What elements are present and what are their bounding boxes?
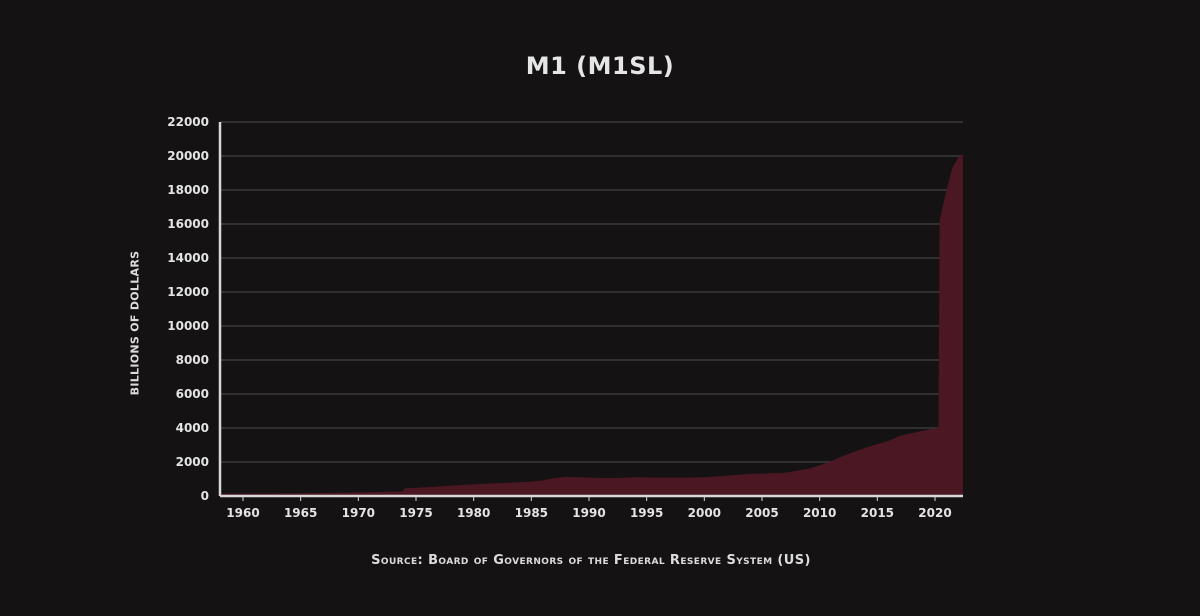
x-axis-ticks: 1960 1965 1970 1975 1980 1985 1990 1995 2000 2005… (226, 496, 952, 520)
chart-title: M1 (M1SL) (525, 52, 675, 80)
x-tick-label: 1960 (226, 506, 259, 520)
y-tick-label: 20000 (167, 149, 209, 163)
m1-area-series (220, 154, 963, 497)
x-tick-label: 2010 (803, 506, 836, 520)
x-tick-label: 1985 (515, 506, 548, 520)
x-tick-label: 2000 (688, 506, 721, 520)
y-tick-label: 6000 (176, 387, 209, 401)
y-tick-label: 0 (201, 489, 209, 503)
y-tick-label: 18000 (167, 183, 209, 197)
y-tick-label: 2000 (176, 455, 209, 469)
y-tick-label: 22000 (167, 115, 209, 129)
source-caption: Source: Board of Governors of the Federa… (371, 553, 811, 568)
x-tick-label: 1975 (399, 506, 432, 520)
y-tick-label: 8000 (176, 353, 209, 367)
x-tick-label: 1980 (457, 506, 490, 520)
y-tick-label: 16000 (167, 217, 209, 231)
x-tick-label: 2015 (861, 506, 894, 520)
x-tick-label: 2020 (918, 506, 951, 520)
y-tick-label: 12000 (167, 285, 209, 299)
x-tick-label: 1965 (284, 506, 317, 520)
x-tick-label: 1970 (342, 506, 375, 520)
y-tick-label: 14000 (167, 251, 209, 265)
x-tick-label: 1990 (572, 506, 605, 520)
gridlines (220, 121, 963, 463)
y-tick-label: 4000 (176, 421, 209, 435)
y-axis-ticks: 0 2000 4000 6000 8000 10000 12000 14000 16000 180… (167, 115, 209, 503)
x-tick-label: 2005 (745, 506, 778, 520)
y-tick-label: 10000 (167, 319, 209, 333)
x-tick-label: 1995 (630, 506, 663, 520)
